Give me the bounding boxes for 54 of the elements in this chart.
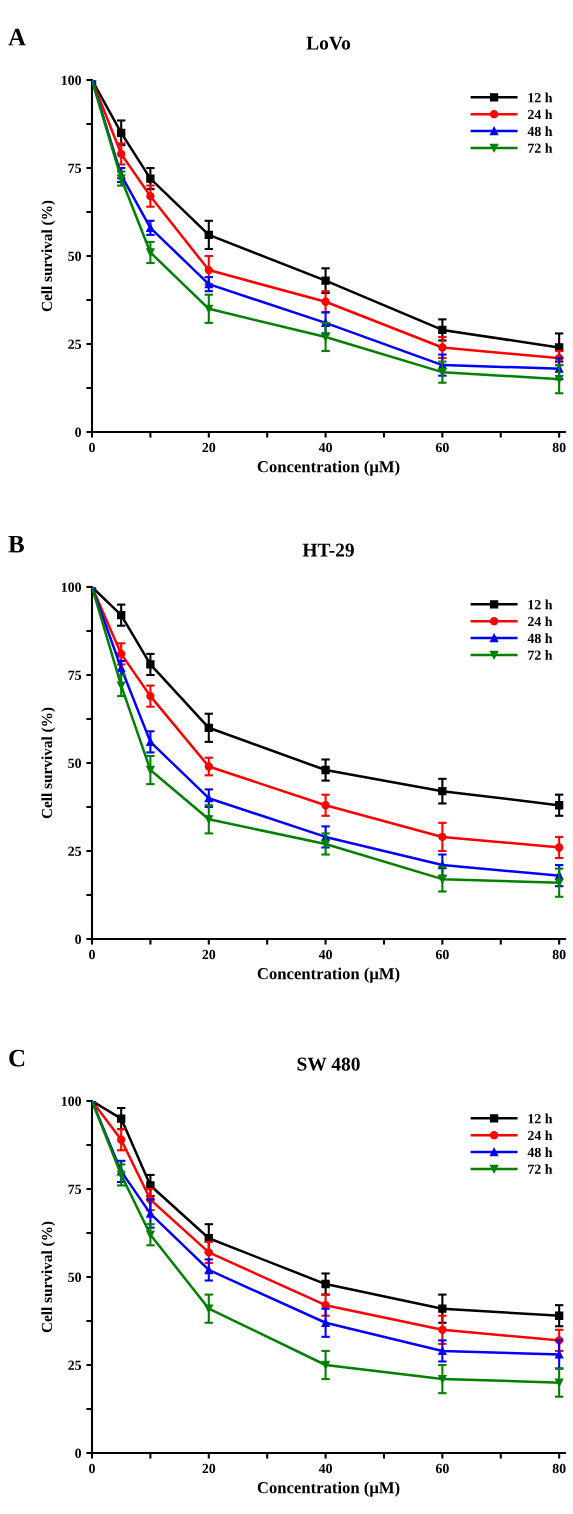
x-tick-label: 0 xyxy=(89,949,95,960)
chart-title: SW 480 xyxy=(297,1057,360,1071)
x-axis-title: Concentration (μM) xyxy=(257,1481,400,1497)
x-axis-title: Concentration (μM) xyxy=(257,967,400,983)
x-tick-label: 40 xyxy=(318,1463,332,1474)
x-tick-label: 40 xyxy=(318,442,332,453)
y-tick-label: 75 xyxy=(68,1184,82,1194)
y-tick-label: 25 xyxy=(68,1360,82,1370)
x-tick-label: 80 xyxy=(552,1463,566,1474)
text: A xyxy=(8,28,26,46)
y-tick-label: 0 xyxy=(75,427,82,437)
x-tick-label: 60 xyxy=(435,949,449,960)
chart-title: HT-29 xyxy=(302,543,354,557)
legend-label: 24 h xyxy=(528,109,553,120)
chart-title: LoVo xyxy=(306,36,351,50)
y-axis-title: Cell survival (%) xyxy=(41,707,56,819)
x-axis-title: Concentration (μM) xyxy=(257,460,400,476)
legend-label: 72 h xyxy=(528,650,553,660)
x-tick-label: 20 xyxy=(202,949,216,960)
legend-label: 48 h xyxy=(527,633,553,644)
x-tick-label: 40 xyxy=(318,949,332,960)
legend-label: 72 h xyxy=(528,143,553,153)
legend-label: 24 h xyxy=(528,1130,553,1141)
legend-label: 12 h xyxy=(528,1113,553,1124)
x-tick-label: 20 xyxy=(202,1463,216,1474)
x-tick-label: 60 xyxy=(435,442,449,453)
y-axis-title: Cell survival (%) xyxy=(41,1221,56,1333)
x-tick-label: 0 xyxy=(89,442,95,453)
y-tick-label: 100 xyxy=(61,582,82,592)
y-tick-label: 25 xyxy=(68,846,82,856)
x-tick-label: 20 xyxy=(202,442,216,453)
x-tick-label: 60 xyxy=(435,1463,449,1474)
legend-label: 72 h xyxy=(528,1164,553,1174)
y-tick-label: 0 xyxy=(75,1448,82,1458)
legend-label: 12 h xyxy=(528,92,553,103)
y-tick-label: 100 xyxy=(61,1096,82,1106)
legend-label: 48 h xyxy=(527,126,553,137)
legend-label: 12 h xyxy=(528,599,553,610)
text: C xyxy=(9,1049,25,1067)
y-tick-label: 50 xyxy=(68,758,82,768)
y-tick-label: 75 xyxy=(68,670,82,680)
y-tick-label: 100 xyxy=(61,75,82,85)
y-axis-title: Cell survival (%) xyxy=(41,200,56,312)
y-tick-label: 0 xyxy=(75,934,82,944)
legend-label: 48 h xyxy=(527,1147,553,1158)
x-tick-label: 0 xyxy=(89,1463,95,1474)
y-tick-label: 50 xyxy=(68,1272,82,1282)
x-tick-label: 80 xyxy=(552,442,566,453)
y-tick-label: 25 xyxy=(68,339,82,349)
text: B xyxy=(8,535,24,553)
legend-label: 24 h xyxy=(528,616,553,627)
y-tick-label: 50 xyxy=(68,251,82,261)
y-tick-label: 75 xyxy=(68,163,82,173)
x-tick-label: 80 xyxy=(552,949,566,960)
